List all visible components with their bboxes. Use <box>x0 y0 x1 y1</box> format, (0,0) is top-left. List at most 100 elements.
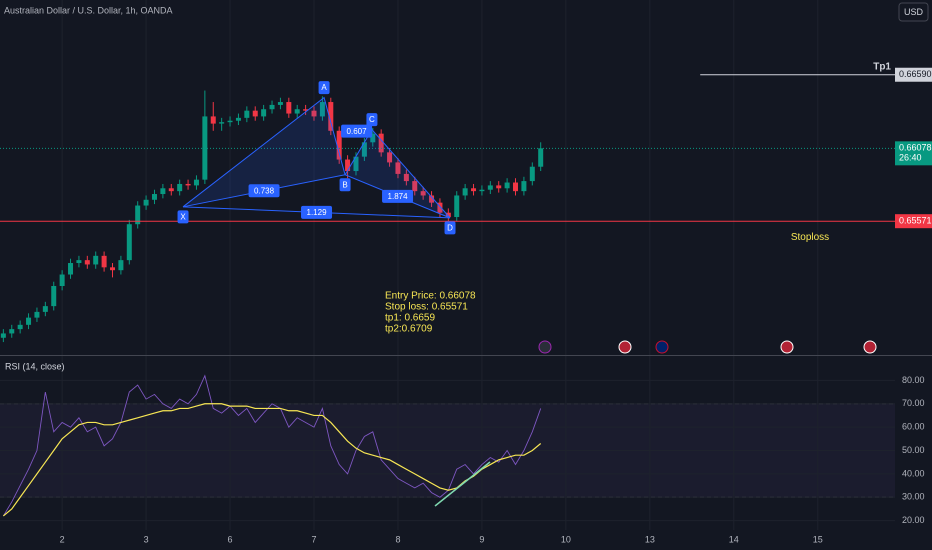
candle-body <box>319 102 325 117</box>
level-name: Stoploss <box>791 232 829 243</box>
candle-body <box>227 120 233 123</box>
candle-body <box>496 185 502 189</box>
event-icon[interactable] <box>618 340 632 354</box>
candle-body <box>311 110 317 117</box>
x-tick-label: 2 <box>60 534 65 544</box>
y-tick-label: 30.00 <box>902 492 925 502</box>
candle-body <box>462 188 468 196</box>
pattern-point-label-box <box>177 210 189 224</box>
candle-body <box>151 194 157 200</box>
candle-body <box>210 116 216 124</box>
x-tick-label: 6 <box>228 534 233 544</box>
x-tick-label: 15 <box>813 534 823 544</box>
event-icon[interactable] <box>655 340 669 354</box>
candle-body <box>269 104 275 110</box>
rsi-trendline <box>434 461 491 507</box>
candle-body <box>261 109 267 117</box>
candle-body <box>437 202 443 213</box>
last-price-label: 0.66078 <box>899 143 932 153</box>
candle-body <box>0 333 6 338</box>
level-price-box <box>895 67 932 82</box>
candle-body <box>84 260 90 265</box>
candle-body <box>17 324 23 330</box>
annotation-line: Entry Price: 0.66078 <box>385 291 476 302</box>
level-price-label: 0.66590 <box>899 69 932 79</box>
pattern-ratio: 1.874 <box>388 192 409 201</box>
pattern-ratio-box <box>382 189 414 203</box>
event-icon[interactable] <box>780 340 794 354</box>
candle-body <box>118 260 124 271</box>
event-icons <box>538 340 877 354</box>
candle-body <box>471 188 477 192</box>
candle-body <box>504 182 510 189</box>
candle-body <box>395 162 401 174</box>
annotation-line: Stop loss: 0.65571 <box>385 302 468 313</box>
x-tick-label: 8 <box>395 534 400 544</box>
candle-body <box>235 117 241 121</box>
candle-body <box>76 260 82 264</box>
last-price-box <box>895 141 932 166</box>
annotation-line: tp1: 0.6659 <box>385 313 435 324</box>
annotation-line: tp2:0.6709 <box>385 324 433 335</box>
x-tick-label: 7 <box>311 534 316 544</box>
candle-body <box>244 110 250 118</box>
pattern-ratio: 0.738 <box>254 186 275 195</box>
candle-body <box>42 306 48 312</box>
pattern-ratio: 0.607 <box>347 127 368 136</box>
candle-body <box>252 110 258 117</box>
candle-body <box>59 274 65 287</box>
candle-body <box>51 286 57 307</box>
candle-body <box>403 173 409 182</box>
candle-body <box>361 142 367 157</box>
candle-body <box>110 267 116 271</box>
candle-body <box>160 188 166 195</box>
candle-body <box>177 183 183 192</box>
candle-body <box>538 148 544 167</box>
candle-body <box>168 188 174 192</box>
candle-body <box>513 182 519 192</box>
pattern-point-label-box <box>444 221 456 235</box>
pattern-ratio-box <box>301 205 333 219</box>
pattern-point-label: X <box>180 212 186 221</box>
rsi-line <box>2 403 542 517</box>
x-tick-label: 14 <box>729 534 739 544</box>
candle-body <box>68 263 74 275</box>
event-icon[interactable] <box>538 340 552 354</box>
candle-body <box>370 133 376 143</box>
pattern-point-label: D <box>447 223 453 232</box>
chart-title: Australian Dollar / U.S. Dollar, 1h, OAN… <box>4 5 173 15</box>
x-tick-label: 9 <box>479 534 484 544</box>
x-tick-label: 10 <box>561 534 571 544</box>
x-tick-label: 3 <box>144 534 149 544</box>
candle-body <box>143 199 149 206</box>
candle-body <box>487 185 493 190</box>
candle-body <box>521 181 527 192</box>
currency-box[interactable] <box>898 2 929 22</box>
candle-body <box>479 189 485 192</box>
candle-body <box>454 195 460 218</box>
candle-body <box>353 156 359 172</box>
y-tick-label: 20.00 <box>902 515 925 525</box>
level-name: Tp1 <box>873 61 891 72</box>
candle-body <box>101 255 107 268</box>
pattern-ratio-box <box>341 124 373 138</box>
candle-body <box>529 166 535 182</box>
candle-body <box>126 224 132 261</box>
rsi-line <box>2 374 542 517</box>
pattern-point-label-box <box>366 113 378 127</box>
pattern-point-label: A <box>321 83 327 92</box>
event-icon[interactable] <box>863 340 877 354</box>
plot: Tp1 Stoploss X A B C D 0.738 0.607 1.874 1.129 Entr… <box>0 61 895 517</box>
pattern-point-label: B <box>342 180 347 189</box>
candle-body <box>135 205 141 225</box>
candle-body <box>378 133 384 153</box>
y-tick-label: 70.00 <box>902 398 925 408</box>
level-price-label: 0.65571 <box>899 216 932 226</box>
candle-body <box>294 109 300 114</box>
candle-body <box>328 102 334 131</box>
y-tick-label: 60.00 <box>902 422 925 432</box>
pattern-point-label: C <box>369 115 375 124</box>
candle-body <box>303 109 309 111</box>
